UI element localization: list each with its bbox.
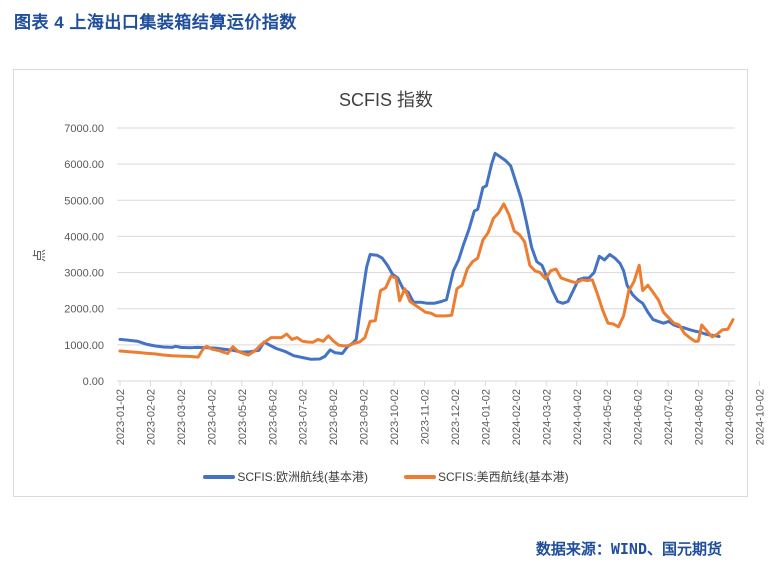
data-source-note: 数据来源：WIND、国元期货 — [535, 540, 722, 558]
legend-swatch-europe-icon — [203, 474, 236, 479]
x-tick-label: 2023-12-02 — [450, 389, 462, 445]
legend: SCFIS:欧洲航线(基本港) SCFIS:美西航线(基本港) — [0, 468, 772, 485]
series-line-europe — [118, 151, 721, 361]
x-tick-label: 2024-01-02 — [480, 389, 492, 445]
x-tick-label: 2024-07-02 — [663, 389, 675, 445]
x-tick-label: 2024-04-02 — [572, 389, 584, 445]
y-tick-label: 4000.00 — [64, 231, 104, 243]
x-tick-label: 2023-07-02 — [298, 389, 310, 445]
y-axis-ticks: 0.00 1000.00 2000.00 3000.00 4000.00 5000.00 6… — [64, 123, 104, 388]
x-tick-label: 2024-03-02 — [541, 389, 553, 445]
chart-frame — [13, 69, 748, 497]
legend-label-europe: SCFIS:欧洲航线(基本港) — [237, 470, 368, 484]
y-tick-label: 6000.00 — [64, 159, 104, 171]
gridlines — [117, 127, 735, 346]
x-tick-label: 2024-05-02 — [602, 389, 614, 445]
x-axis: 2023-01-02 2023-02-02 2023-03-02 2023-04-02… — [115, 380, 766, 445]
y-tick-label: 5000.00 — [64, 195, 104, 207]
legend-swatch-us-west-icon — [404, 474, 436, 479]
x-tick-label: 2024-06-02 — [633, 389, 645, 445]
y-tick-label: 2000.00 — [64, 304, 104, 316]
legend-item-europe[interactable]: SCFIS:欧洲航线(基本港) — [203, 468, 368, 485]
series-lines — [118, 151, 735, 361]
x-tick-label: 2023-08-02 — [328, 389, 340, 445]
x-tick-label: 2023-11-02 — [420, 389, 432, 444]
x-tick-label: 2023-05-02 — [237, 389, 249, 445]
x-tick-label: 2023-02-02 — [145, 389, 157, 445]
legend-label-us-west: SCFIS:美西航线(基本港) — [438, 470, 569, 484]
legend-item-us-west[interactable]: SCFIS:美西航线(基本港) — [404, 468, 569, 485]
figure-title: 图表 4 上海出口集装箱结算运价指数 — [14, 13, 297, 32]
x-tick-label: 2024-02-02 — [511, 389, 523, 445]
y-tick-label: 0.00 — [83, 376, 104, 388]
x-tick-label: 2024-08-02 — [694, 389, 706, 445]
x-tick-label: 2023-03-02 — [176, 389, 188, 445]
x-tick-label: 2023-01-02 — [115, 389, 127, 445]
y-tick-label: 7000.00 — [64, 123, 104, 135]
y-tick-label: 1000.00 — [64, 340, 104, 352]
x-tick-label: 2023-06-02 — [267, 389, 279, 445]
x-tick-label: 2023-09-02 — [359, 389, 371, 445]
chart-title: SCFIS 指数 — [338, 90, 433, 110]
x-tick-label: 2023-10-02 — [389, 389, 401, 445]
series-line-us-west — [118, 202, 735, 359]
x-tick-label: 2024-09-02 — [724, 389, 736, 445]
x-tick-label: 2023-04-02 — [206, 389, 218, 445]
y-tick-label: 3000.00 — [64, 268, 104, 280]
x-tick-label: 2024-10-02 — [754, 389, 766, 445]
